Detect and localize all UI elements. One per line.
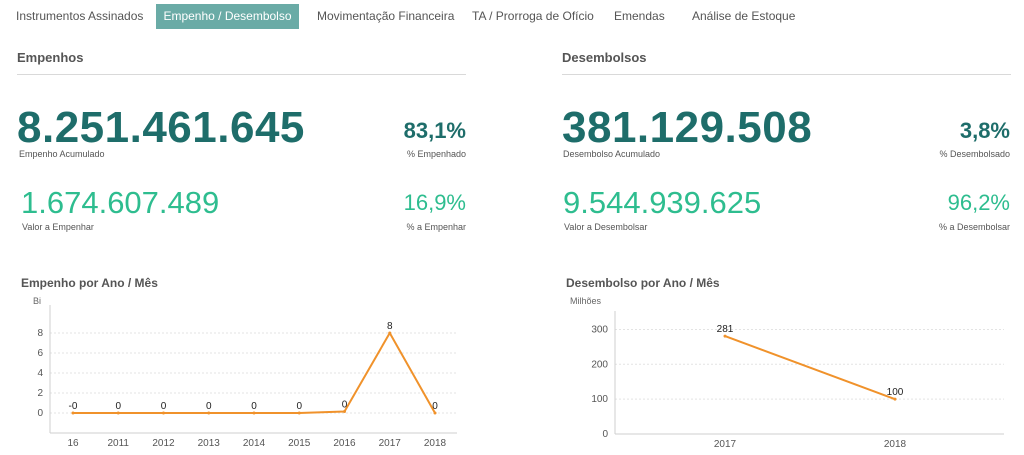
data-point xyxy=(343,410,346,413)
empenho-acumulado-value: 8.251.461.645 xyxy=(17,103,305,152)
x-tick-label: 2016 xyxy=(333,438,356,449)
empenho-acumulado-label: Empenho Acumulado xyxy=(19,149,105,159)
tab-instrumentos-assinados[interactable]: Instrumentos Assinados xyxy=(16,9,144,23)
x-tick-label: 2013 xyxy=(198,438,221,449)
empenho-line-chart: 0 2 4 6 8 16 2011 2012 2013 2014 2015 2016 2017 2018 -… xyxy=(37,305,457,449)
data-label: 8 xyxy=(387,321,393,332)
desembolso-chart-title: Desembolso por Ano / Mês xyxy=(566,276,720,290)
data-point xyxy=(433,411,437,415)
valor-a-desembolsar-value: 9.544.939.625 xyxy=(563,185,762,220)
data-point xyxy=(723,334,727,338)
a-empenhar-pct-label: % a Empenhar xyxy=(406,222,466,232)
data-label: 0 xyxy=(161,401,167,412)
desembolso-acumulado-label: Desembolso Acumulado xyxy=(563,149,661,159)
x-tick-label: 2017 xyxy=(714,439,737,450)
data-label: 100 xyxy=(887,387,904,398)
tab-analise-estoque[interactable]: Análise de Estoque xyxy=(692,9,796,23)
y-tick-label: 0 xyxy=(37,408,43,419)
data-point xyxy=(252,411,256,415)
data-point xyxy=(893,397,897,401)
y-tick-label: 8 xyxy=(37,328,43,339)
x-tick-label: 2011 xyxy=(107,438,129,449)
x-tick-label: 2012 xyxy=(152,438,175,449)
desembolso-acumulado-value: 381.129.508 xyxy=(562,103,813,152)
tab-movimentacao-financeira[interactable]: Movimentação Financeira xyxy=(317,9,455,23)
valor-a-empenhar-label: Valor a Empenhar xyxy=(22,222,94,232)
data-point xyxy=(162,411,165,415)
a-empenhar-pct-value: 16,9% xyxy=(403,190,466,215)
empenho-chart-title: Empenho por Ano / Mês xyxy=(21,276,158,290)
tab-bar: Instrumentos Assinados Empenho / Desembo… xyxy=(0,4,1024,29)
a-desembolsar-pct-value: 96,2% xyxy=(947,190,1010,215)
tab-ta-prorroga-oficio[interactable]: TA / Prorroga de Ofício xyxy=(472,9,594,23)
empenho-chart-unit: Bi xyxy=(33,296,42,306)
desembolsado-pct-label: % Desembolsado xyxy=(939,149,1010,159)
data-point xyxy=(116,411,120,415)
empenhos-divider xyxy=(17,74,466,75)
valor-a-empenhar-value: 1.674.607.489 xyxy=(21,185,220,220)
y-tick-label: 0 xyxy=(602,429,608,440)
desembolsos-title: Desembolsos xyxy=(562,50,647,65)
tab-emendas[interactable]: Emendas xyxy=(614,9,665,23)
y-tick-label: 6 xyxy=(37,348,43,359)
data-label: 0 xyxy=(206,401,212,412)
a-desembolsar-pct-label: % a Desembolsar xyxy=(938,222,1010,232)
data-point xyxy=(297,411,301,415)
data-label: 0 xyxy=(432,401,438,412)
data-point xyxy=(388,331,392,335)
empenhado-pct-label: % Empenhado xyxy=(406,149,466,159)
desembolso-chart-unit: Milhões xyxy=(570,296,602,306)
y-tick-label: 100 xyxy=(591,394,608,405)
data-point xyxy=(71,411,75,415)
tab-empenho-desembolso[interactable]: Empenho / Desembolso xyxy=(156,4,299,29)
data-label: 0 xyxy=(342,400,348,411)
valor-a-desembolsar-label: Valor a Desembolsar xyxy=(564,222,648,232)
x-tick-label: 16 xyxy=(67,438,79,449)
x-tick-label: 2018 xyxy=(424,438,447,449)
empenhado-pct-value: 83,1% xyxy=(403,118,466,143)
data-label: 0 xyxy=(296,401,302,412)
y-tick-label: 4 xyxy=(37,368,43,379)
x-tick-label: 2018 xyxy=(884,439,907,450)
data-point xyxy=(207,411,211,415)
data-label: 281 xyxy=(717,324,734,335)
series-line xyxy=(724,335,896,401)
y-tick-label: 300 xyxy=(591,324,608,335)
x-tick-label: 2015 xyxy=(288,438,311,449)
data-label: -0 xyxy=(69,401,78,412)
empenhos-title: Empenhos xyxy=(17,50,84,65)
desembolso-line-chart: 0 100 200 300 2017 2018 281 100 xyxy=(591,311,1004,450)
desembolsado-pct-value: 3,8% xyxy=(959,118,1010,143)
x-tick-label: 2017 xyxy=(379,438,402,449)
x-tick-label: 2014 xyxy=(243,438,266,449)
data-label: 0 xyxy=(251,401,257,412)
desembolsos-divider xyxy=(562,74,1011,75)
y-tick-label: 200 xyxy=(591,359,608,370)
data-label: 0 xyxy=(115,401,121,412)
y-tick-label: 2 xyxy=(37,388,43,399)
